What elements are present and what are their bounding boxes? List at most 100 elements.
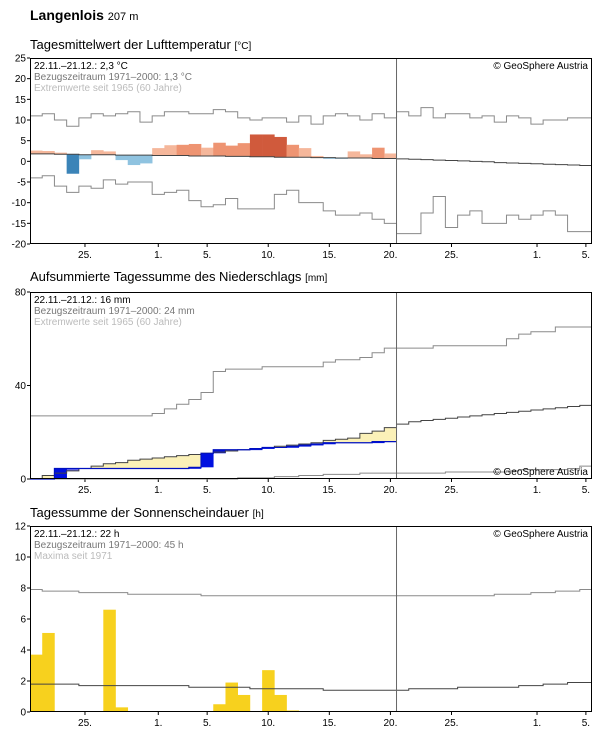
temperature-bar xyxy=(323,157,336,159)
temperature-unit-text: °C xyxy=(237,41,249,52)
precipitation-day-bar xyxy=(262,447,275,449)
plot-frame xyxy=(30,526,592,712)
precipitation-day-bar xyxy=(311,443,324,446)
precipitation-unit-text: mm xyxy=(307,273,325,284)
x-tick-label: 1. xyxy=(533,250,541,261)
x-tick-label: 25. xyxy=(445,718,459,729)
temperature-bar xyxy=(298,148,312,158)
x-tick-label: 25. xyxy=(445,485,459,496)
x-tick-label: 5. xyxy=(203,250,211,261)
precipitation-deficit-area xyxy=(127,460,141,469)
sunshine-title: Tagessumme der Sonnenscheindauer [h] xyxy=(30,505,264,520)
precipitation-day-bar xyxy=(54,468,67,479)
y-tick-label: 10 xyxy=(15,553,27,564)
x-tick-label: 25. xyxy=(78,718,92,729)
reference-mean-line xyxy=(30,153,592,166)
x-tick-label: 10. xyxy=(261,485,275,496)
legend-entry: Bezugszeitraum 1971–2000: 1,3 °C xyxy=(34,72,192,83)
copyright-text: © GeoSphere Austria xyxy=(493,467,588,478)
y-tick-label: 10 xyxy=(15,116,27,127)
y-tick-label: 20 xyxy=(15,74,27,85)
x-tick-label: 5. xyxy=(203,485,211,496)
temperature-bar xyxy=(139,155,153,164)
reference-mean-line xyxy=(30,682,592,691)
temperature-bar xyxy=(286,144,300,158)
precipitation-deficit-area xyxy=(152,457,165,469)
precipitation-title: Aufsummierte Tagessumme des Niederschlag… xyxy=(30,269,327,284)
precipitation-title-text: Aufsummierte Tagessumme des Niederschlag… xyxy=(30,269,302,284)
sunshine-unit: [h] xyxy=(252,509,264,520)
precipitation-day-bar xyxy=(188,467,202,469)
copyright-text: © GeoSphere Austria xyxy=(493,61,588,72)
x-tick-label: 25. xyxy=(445,250,459,261)
panel-sunshine: 0 2 4 6 8 10 12 25. 1. 5. 10. 15. 20. 25. 1. 5. 22.11.–2… xyxy=(15,522,592,729)
temperature-title-text: Tagesmittelwert der Lufttemperatur xyxy=(30,37,231,52)
x-tick-label: 1. xyxy=(154,718,162,729)
precipitation-deficit-area xyxy=(164,456,177,469)
sunshine-bar xyxy=(42,632,55,712)
temperature-bar xyxy=(274,136,287,158)
sunshine-bar xyxy=(103,609,116,712)
precipitation-deficit-area xyxy=(384,427,397,442)
station-header: Langenlois 207 m xyxy=(30,7,138,23)
temperature-bar xyxy=(359,154,373,159)
y-tick-label: -15 xyxy=(12,219,27,230)
x-tick-label: 5. xyxy=(582,718,590,729)
precipitation-day-bar xyxy=(298,445,312,447)
temperature-bar xyxy=(66,154,80,174)
legend-entry: Maxima seit 1971 xyxy=(34,551,113,562)
y-tick-label: 0 xyxy=(20,157,26,168)
y-tick-label: -20 xyxy=(12,240,27,251)
precipitation-deficit-area xyxy=(103,463,116,469)
precipitation-day-bar xyxy=(249,448,263,451)
temperature-bar xyxy=(188,143,202,156)
legend-entry: 22.11.–21.12.: 2,3 °C xyxy=(34,61,128,72)
x-tick-label: 20. xyxy=(383,718,397,729)
precipitation-deficit-area xyxy=(115,462,129,469)
precipitation-deficit-area xyxy=(372,431,385,442)
y-tick-label: 12 xyxy=(15,522,27,533)
legend-entry: Extremwerte seit 1965 (60 Jahre) xyxy=(34,83,182,94)
temperature-bar xyxy=(372,147,385,159)
y-tick-label: 2 xyxy=(20,677,26,688)
legend-entry: Extremwerte seit 1965 (60 Jahre) xyxy=(34,317,182,328)
x-tick-label: 5. xyxy=(203,718,211,729)
sunshine-bar xyxy=(225,682,238,712)
actual-cumulative-line xyxy=(30,441,397,480)
temperature-bar xyxy=(311,155,324,158)
temperature-bar xyxy=(152,148,165,156)
precipitation-day-bar xyxy=(323,442,336,445)
y-tick-label: 0 xyxy=(20,708,26,719)
temperature-unit: [°C] xyxy=(234,41,252,52)
panel-temperature: -20 -15 -10 -5 0 5 10 15 20 25 25. 1. 5. 10. 15. 20. 25.… xyxy=(12,54,592,261)
legend-entry: 22.11.–21.12.: 22 h xyxy=(34,529,119,540)
temperature-bar xyxy=(384,153,397,159)
precipitation-deficit-area xyxy=(139,459,153,469)
extreme-min-line xyxy=(30,175,592,235)
precipitation-deficit-area xyxy=(91,466,104,469)
precipitation-deficit-area xyxy=(176,455,190,469)
temperature-bar xyxy=(127,155,141,166)
x-tick-label: 1. xyxy=(154,485,162,496)
x-tick-label: 20. xyxy=(383,485,397,496)
precipitation-deficit-area xyxy=(335,439,348,443)
sunshine-bar xyxy=(262,670,275,712)
y-tick-label: 8 xyxy=(20,584,26,595)
precipitation-deficit-area xyxy=(359,433,373,443)
x-tick-label: 20. xyxy=(383,250,397,261)
panel-precipitation: 0 40 80 25. 1. 5. 10. 15. 20. 25. 1. 5. 22.11.–21.12… xyxy=(15,288,592,496)
extreme-max-line xyxy=(30,107,592,127)
temperature-bar xyxy=(30,150,43,154)
x-tick-label: 1. xyxy=(533,718,541,729)
x-tick-label: 1. xyxy=(154,250,162,261)
sunshine-bar xyxy=(213,704,226,712)
temperature-bar xyxy=(78,154,92,160)
sunshine-unit-text: h xyxy=(255,509,261,520)
x-tick-label: 15. xyxy=(322,250,336,261)
precipitation-deficit-area xyxy=(66,468,80,471)
precipitation-deficit-area xyxy=(42,475,55,479)
sunshine-title-text: Tagessumme der Sonnenscheindauer xyxy=(30,505,249,520)
temperature-bar xyxy=(237,143,251,157)
y-tick-label: 25 xyxy=(15,54,27,65)
